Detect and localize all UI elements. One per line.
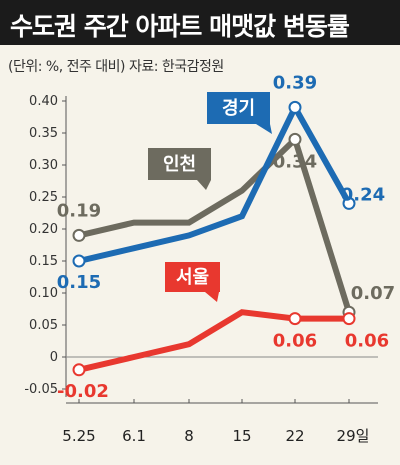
series-line-1 <box>78 100 352 264</box>
y-tick-label: 0 <box>50 350 58 365</box>
data-point-marker <box>72 363 86 377</box>
legend-tag <box>165 262 220 292</box>
data-point-marker <box>288 132 302 146</box>
y-tick-label: 0.40 <box>29 94 58 109</box>
series-line-2 <box>78 309 349 373</box>
y-tick-label: 0.15 <box>29 254 58 269</box>
x-tick-label: 22 <box>285 427 304 445</box>
y-tick-label: 0.25 <box>29 190 58 205</box>
legend-label: 경기 <box>222 98 255 119</box>
legend-label: 서울 <box>176 267 209 288</box>
x-tick-label: 8 <box>184 427 194 445</box>
y-tick-label: 0.05 <box>29 318 58 333</box>
data-label: 0.15 <box>57 272 101 293</box>
data-label: 0.07 <box>351 283 395 304</box>
x-tick-label: 15 <box>232 427 251 445</box>
data-point-marker <box>72 228 86 242</box>
y-tick-label: 0.35 <box>29 126 58 141</box>
legend-tag-pointer <box>256 124 272 134</box>
legend-label: 인천 <box>163 154 196 175</box>
x-tick-label: 6.1 <box>122 427 146 445</box>
data-label: 0.19 <box>57 200 101 221</box>
y-tick-label: 0.10 <box>29 286 58 301</box>
data-label: -0.02 <box>57 381 109 402</box>
y-tick-label: 0.30 <box>29 158 58 173</box>
legend-tag-pointer <box>197 180 211 190</box>
data-point-marker <box>288 312 302 326</box>
title-bar: 수도권 주간 아파트 매맷값 변동률 <box>0 0 400 45</box>
data-label: 0.39 <box>273 72 317 93</box>
legend-tag <box>207 92 270 124</box>
y-tick-label: -0.05 <box>24 382 58 397</box>
x-tick-label: 5.25 <box>62 427 95 445</box>
data-label: 0.06 <box>273 331 317 352</box>
legend-tag <box>148 148 211 180</box>
chart-title: 수도권 주간 아파트 매맷값 변동률 <box>10 12 350 41</box>
x-tick-label: 29일 <box>337 427 370 445</box>
chart-subtitle: (단위: %, 전주 대비) 자료: 한국감정원 <box>8 59 224 75</box>
data-point-marker <box>72 254 86 268</box>
data-point-marker <box>342 312 356 326</box>
data-point-marker <box>342 196 356 210</box>
y-tick-label: 0.20 <box>29 222 58 237</box>
series-line-0 <box>78 133 352 314</box>
data-label: 0.06 <box>345 331 389 352</box>
legend-tag-pointer <box>205 292 219 302</box>
data-label: 0.34 <box>273 151 317 172</box>
data-point-marker <box>288 100 302 114</box>
data-label: 0.24 <box>341 184 385 205</box>
